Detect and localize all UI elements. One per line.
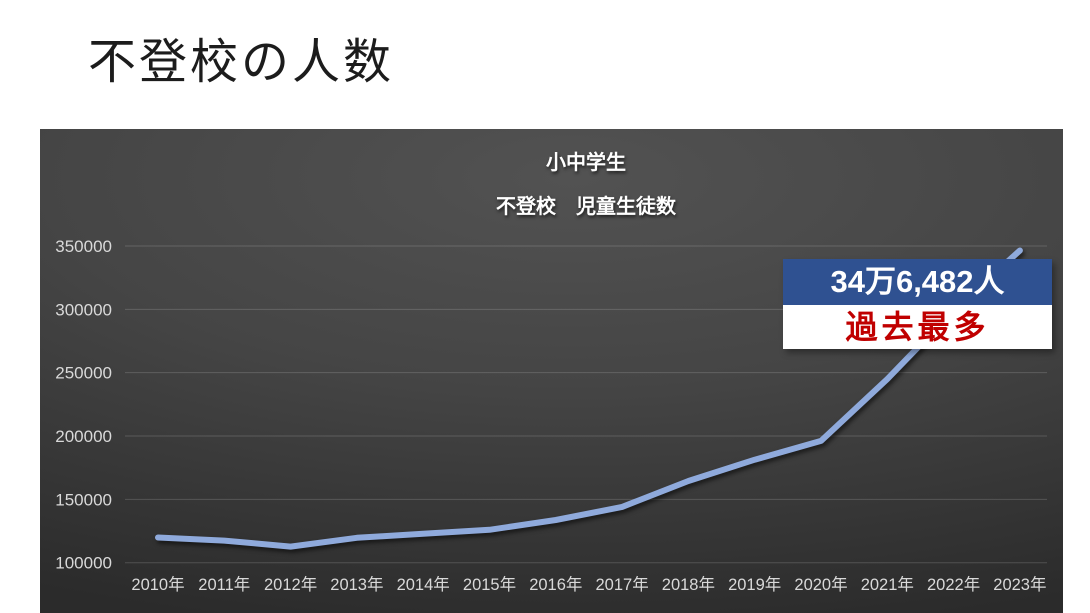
y-axis-tick-label: 200000 xyxy=(55,427,112,446)
x-axis-tick-label: 2018年 xyxy=(662,575,715,594)
chart-title-line1: 小中学生 xyxy=(546,152,626,174)
chart-title: 小中学生不登校 児童生徒数 xyxy=(125,141,1047,229)
chart-canvas: 100000 150000 200000 250000 300000 350000 2010… xyxy=(55,237,1047,594)
annotation-value: 34万6,482人 xyxy=(783,259,1052,305)
y-axis-tick-label: 250000 xyxy=(55,364,112,383)
annotation-note: 過去最多 xyxy=(783,305,1052,349)
data-series-line xyxy=(155,247,1023,550)
page-title: 不登校の人数 xyxy=(88,36,395,89)
x-axis-tick-label: 2014年 xyxy=(397,575,450,594)
x-axis-tick-label: 2011年 xyxy=(198,575,250,594)
x-axis-tick-label: 2020年 xyxy=(794,575,847,594)
y-axis-tick-label: 350000 xyxy=(55,237,112,256)
x-axis-tick-label: 2019年 xyxy=(728,575,781,594)
x-axis-tick-label: 2022年 xyxy=(927,575,980,594)
x-axis-tick-label: 2017年 xyxy=(595,575,648,594)
x-axis-tick-label: 2015年 xyxy=(463,575,516,594)
line-chart: 100000 150000 200000 250000 300000 350000 2010… xyxy=(40,129,1063,613)
y-axis-tick-label: 300000 xyxy=(55,300,112,319)
chart-title-line2: 不登校 児童生徒数 xyxy=(496,196,676,218)
x-axis-tick-label: 2021年 xyxy=(861,575,914,594)
annotation-callout: 34万6,482人 過去最多 xyxy=(783,259,1052,349)
x-axis-tick-label: 2010年 xyxy=(131,575,184,594)
x-axis-tick-label: 2013年 xyxy=(330,575,383,594)
y-axis-tick-label: 150000 xyxy=(55,490,112,509)
x-axis-tick-label: 2012年 xyxy=(264,575,317,594)
x-axis-tick-label: 2023年 xyxy=(993,575,1046,594)
y-axis-tick-label: 100000 xyxy=(55,554,112,573)
x-axis-tick-label: 2016年 xyxy=(529,575,582,594)
